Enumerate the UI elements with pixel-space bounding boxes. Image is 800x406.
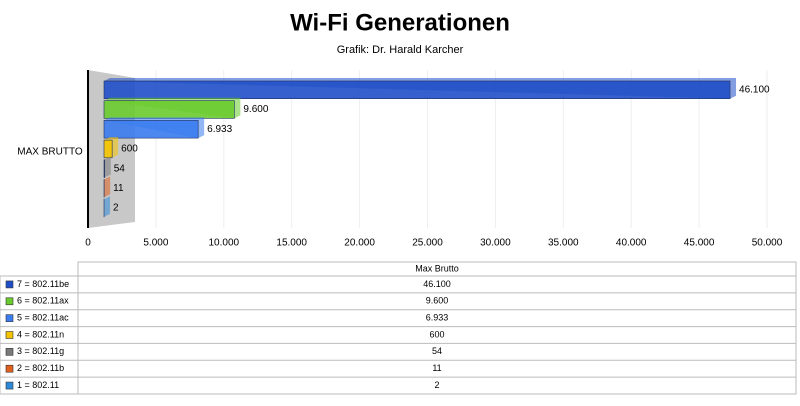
table-value: 2 <box>434 380 439 390</box>
legend-swatch <box>6 281 13 288</box>
x-tick-label: 40.000 <box>616 238 647 249</box>
bar <box>104 160 105 178</box>
chart-title: Wi-Fi Generationen <box>290 9 510 36</box>
data-label: 2 <box>113 203 119 214</box>
bar <box>104 101 234 119</box>
x-tick-label: 20.000 <box>344 238 375 249</box>
x-tick-label: 35.000 <box>548 238 579 249</box>
category-label: MAX BRUTTO <box>17 147 83 158</box>
bar <box>104 120 198 138</box>
legend-swatch <box>6 348 13 355</box>
table-value: 54 <box>432 346 442 356</box>
data-label: 600 <box>121 144 138 155</box>
legend-label: 4 = 802.11n <box>17 329 64 339</box>
table-value: 600 <box>429 329 444 339</box>
x-tick-label: 25.000 <box>412 238 443 249</box>
chart-subtitle: Grafik: Dr. Harald Karcher <box>337 44 464 56</box>
legend-label: 5 = 802.11ac <box>17 313 69 323</box>
legend-label: 7 = 802.11be <box>17 279 69 289</box>
data-label: 9.600 <box>243 104 268 115</box>
bar-depth <box>104 177 110 198</box>
x-tick-label: 50.000 <box>752 238 783 249</box>
x-tick-label: 15.000 <box>276 238 307 249</box>
legend-swatch <box>6 298 13 305</box>
legend-swatch <box>6 365 13 372</box>
data-label: 6.933 <box>207 124 232 135</box>
table-value: 11 <box>432 363 441 373</box>
legend-label: 6 = 802.11ax <box>17 296 69 306</box>
table-header: Max Brutto <box>415 263 459 273</box>
table-value: 46.100 <box>423 279 451 289</box>
x-tick-label: 10.000 <box>209 238 240 249</box>
x-tick-label: 30.000 <box>480 238 511 249</box>
legend-swatch <box>6 315 13 322</box>
legend-swatch <box>6 332 13 339</box>
bar-depth <box>104 196 110 217</box>
x-tick-label: 0 <box>85 238 91 249</box>
x-tick-label: 5.000 <box>143 238 168 249</box>
legend-label: 1 = 802.11 <box>17 380 59 390</box>
data-label: 54 <box>114 163 126 174</box>
x-tick-label: 45.000 <box>684 238 715 249</box>
table-value: 9.600 <box>426 296 449 306</box>
data-label: 46.100 <box>739 84 770 95</box>
bar <box>104 140 112 158</box>
data-label: 11 <box>113 183 124 194</box>
legend-swatch <box>6 382 13 389</box>
table-value: 6.933 <box>426 313 449 323</box>
bar <box>104 81 730 99</box>
legend-label: 3 = 802.11g <box>17 346 64 356</box>
legend-label: 2 = 802.11b <box>17 363 64 373</box>
